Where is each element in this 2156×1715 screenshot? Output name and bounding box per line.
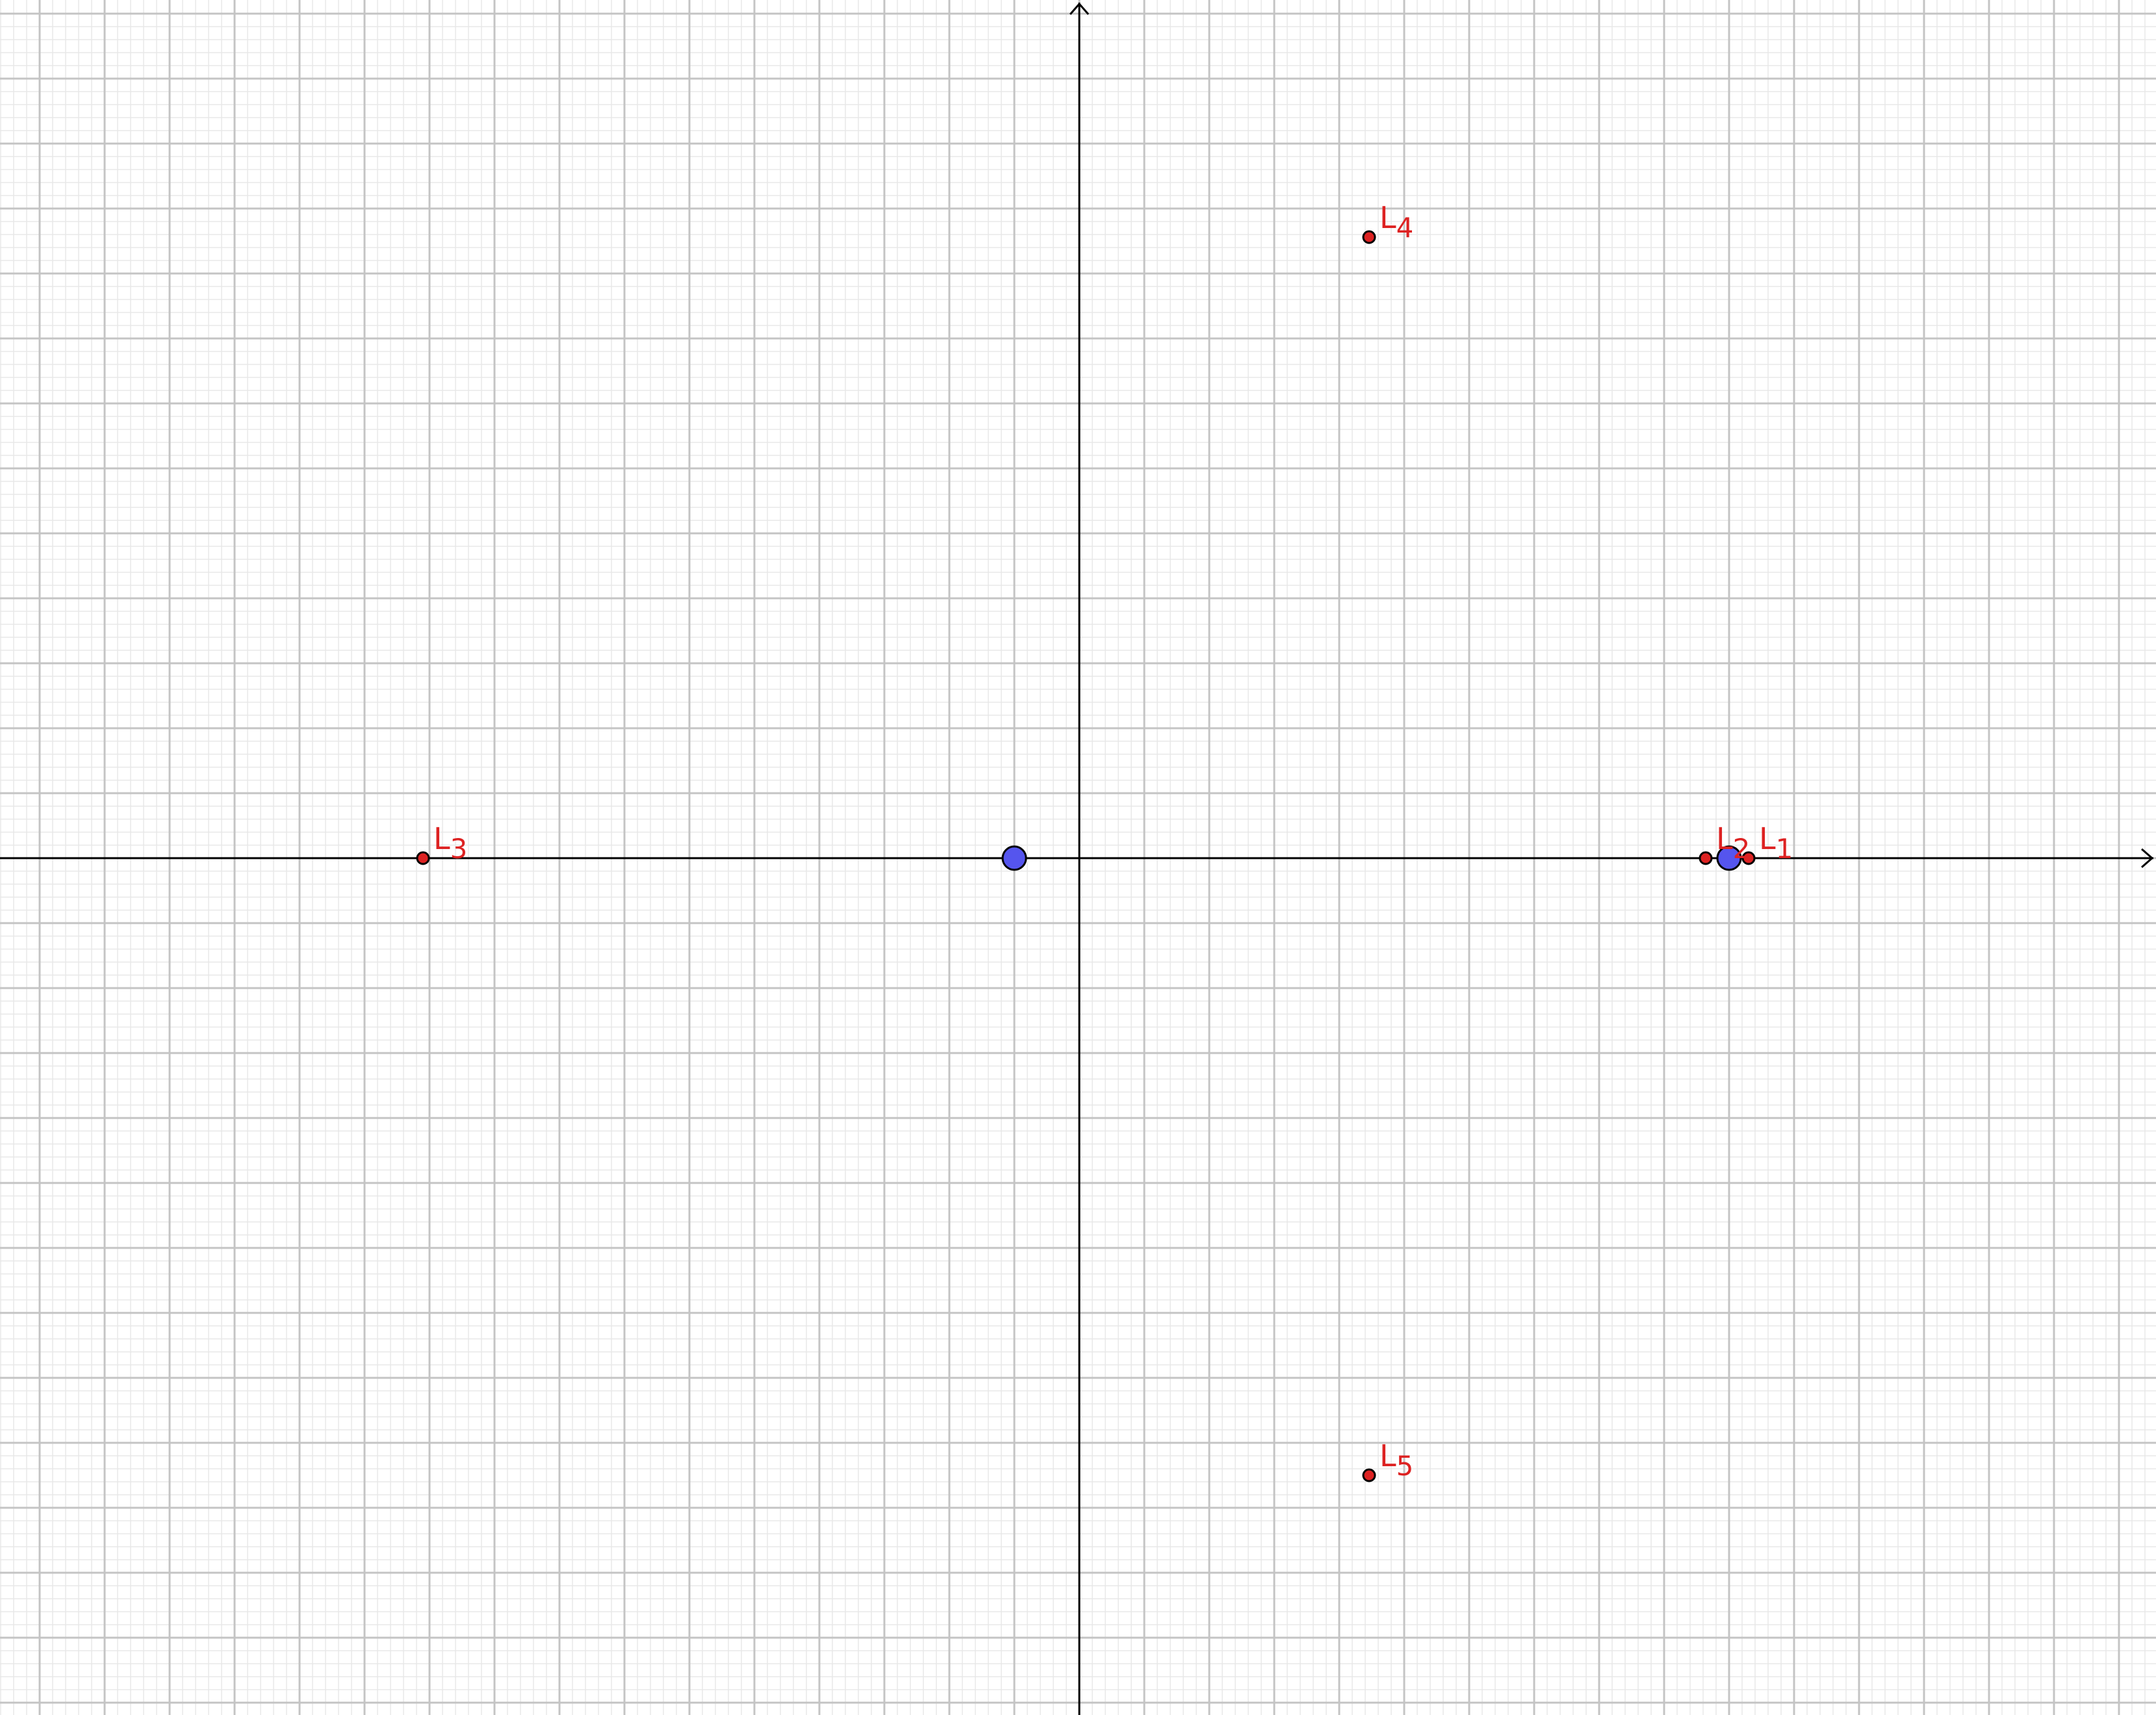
point-l3[interactable] [416, 851, 430, 865]
label-l5: L5 [1380, 1438, 1413, 1482]
mass-secondary[interactable] [1716, 845, 1742, 871]
y-axis-arrow-icon [1069, 2, 1090, 15]
label-l3: L3 [433, 821, 467, 865]
point-l1[interactable] [1741, 851, 1756, 865]
label-l4: L4 [1380, 200, 1413, 244]
masses [1001, 845, 1742, 871]
point-l5[interactable] [1362, 1468, 1376, 1482]
point-l4[interactable] [1362, 230, 1376, 244]
label-l1: L1 [1759, 821, 1793, 865]
mass-primary[interactable] [1001, 845, 1027, 871]
point-l2[interactable] [1699, 851, 1713, 865]
x-axis-arrow-icon [2141, 848, 2154, 869]
label-l2: L2 [1716, 821, 1750, 865]
